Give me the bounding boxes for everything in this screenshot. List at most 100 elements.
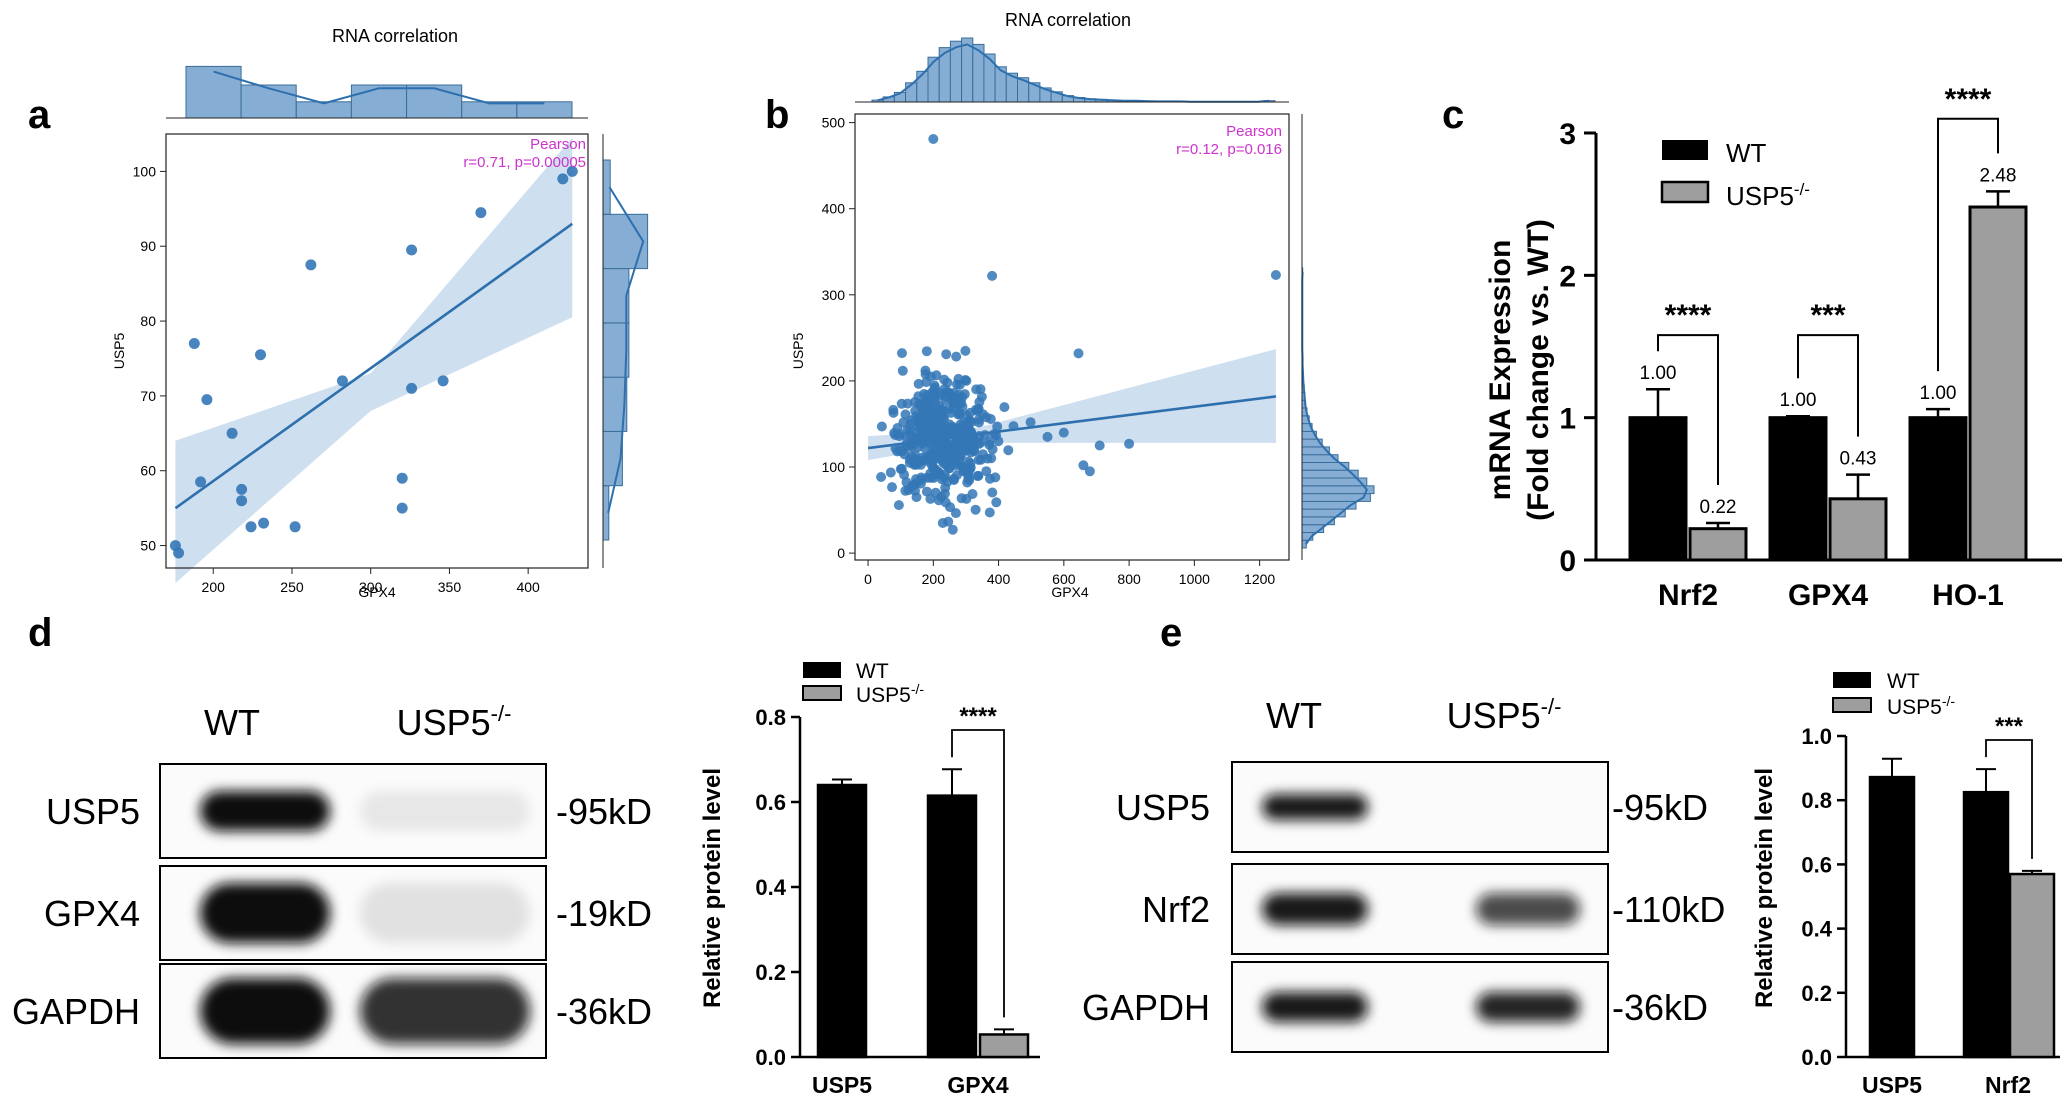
chart-b-point [935,428,946,439]
chart-a-points [169,165,578,559]
chart-b-point [954,407,965,418]
chart-a-stat-value: r=0.71, p=0.00005 [463,154,586,171]
chart-c-ylabel-line1: mRNA Expression [1484,240,1517,501]
blot-d-lane-ko-sup: -/- [491,701,512,726]
chart-b-ytick-label: 300 [822,287,846,303]
chart-a-point [406,382,418,394]
chart-e-sig-bracket [1985,739,2033,859]
chart-d-ytick-label: 0.4 [755,875,786,900]
chart-b-point [985,414,996,424]
chart-b-point [1270,270,1281,280]
chart-a-point [258,517,270,529]
chart-b-point [887,482,897,493]
chart-c-sig-label: **** [1945,83,1992,116]
chart-b-point [903,485,914,496]
chart-c-data-label: 0.22 [1700,497,1737,518]
chart-a-top-bin [185,65,242,119]
blot-d-size-label: -36kD [556,991,652,1032]
chart-b-point [960,345,971,356]
chart-d-ytick-label: 0.2 [755,960,786,985]
chart-b-point [894,429,905,439]
blot-d-band-ko [360,883,530,943]
chart-b-point [947,524,958,535]
chart-b-point [925,493,936,504]
chart-a-point [188,338,200,349]
chart-e-bars: 0.0 0.2 0.4 0.6 0.8 1.0 USP5 Nrf2 *** [1801,713,2060,1098]
chart-a-right-kde [607,186,645,514]
chart-a-point [195,476,207,488]
chart-c-bar [1828,497,1888,562]
chart-b-ytick-label: 100 [822,459,846,475]
chart-c-sig-bracket [1797,334,1859,437]
chart-d-legend-ko: USP5-/- [856,681,924,707]
chart-b-point [975,437,986,448]
chart-a-top-bin [406,84,463,119]
blot-d-band-wt [200,883,330,943]
chart-b-point [916,401,927,412]
chart-b-xtick-label: 200 [922,571,946,587]
chart-d-ylabel: Relative protein level [699,768,726,1008]
chart-b-point [934,390,945,401]
chart-b-point [959,389,970,400]
chart-b-point [916,474,927,485]
chart-b-point [876,472,887,482]
chart-b-point [984,507,995,518]
chart-d-sig-label: **** [959,703,997,730]
chart-b-point [917,452,928,463]
chart-d-bar [926,794,978,1059]
chart-b-point [897,446,908,457]
chart-b-point [897,348,907,359]
chart-c-bar [1968,205,2028,562]
panel-letter-c: c [1442,93,1464,137]
blot-e-row-label: Nrf2 [1142,889,1210,930]
panel-c: c mRNA Expression (Fold change vs. WT) W… [1442,83,2062,612]
chart-e-legend-ko-sup: -/- [1942,693,1956,709]
chart-b-xtick-label: 800 [1117,571,1141,587]
chart-b-point [1084,466,1095,477]
chart-b-ytick-label: 200 [822,373,846,389]
chart-d-sig-bracket [951,729,1005,1018]
chart-b-xtick-label: 0 [864,571,872,587]
chart-b-point [938,405,949,416]
blot-d-size-label: -95kD [556,791,652,832]
blot-e-band-wt [1262,893,1368,925]
panel-letter-b: b [765,93,789,137]
blot-e-lane-ko-main: USP5 [1447,695,1541,736]
chart-b-point [876,421,887,432]
chart-b-point [902,424,913,435]
chart-a-point [437,375,449,387]
chart-d-legend-ko-main: USP5 [856,684,911,707]
chart-a-right-bin [602,213,649,270]
chart-d-legend-wt: WT [856,660,889,683]
chart-e-legend-ko-swatch [1832,697,1872,713]
chart-c-ytick-label: 3 [1559,118,1576,151]
chart-c-ytick-label: 0 [1559,545,1576,578]
chart-b-point [1042,431,1053,442]
chart-b-point [941,349,952,360]
chart-a-point [406,244,418,256]
chart-b-point [900,409,911,420]
chart-b-xtick-label: 1000 [1179,571,1210,587]
chart-c-data-label: 1.00 [1640,363,1677,384]
chart-e-ytick-label: 0.2 [1801,981,1832,1006]
chart-d-legend: WT USP5-/- [802,660,924,707]
chart-d-ytick-label: 0.6 [755,790,786,815]
blot-d-band-ko [360,791,530,831]
chart-e-xtick-label: Nrf2 [1985,1072,2031,1098]
chart-c-ylabel-line2: (Fold change vs. WT) [1522,219,1555,521]
chart-b-point [981,466,992,477]
chart-e-bar [2008,872,2056,1059]
chart-a-right-bin [602,159,611,215]
chart-e-ytick-label: 1.0 [1801,724,1832,749]
chart-b-point [987,487,998,498]
chart-a-xtick-label: 350 [438,579,462,595]
chart-b-ylabel: USP5 [790,333,806,370]
chart-b-point [921,346,932,357]
chart-e-legend-ko: USP5-/- [1887,693,1955,719]
chart-b-point [948,473,959,484]
chart-b-point [963,423,974,434]
chart-a-point [201,394,213,406]
